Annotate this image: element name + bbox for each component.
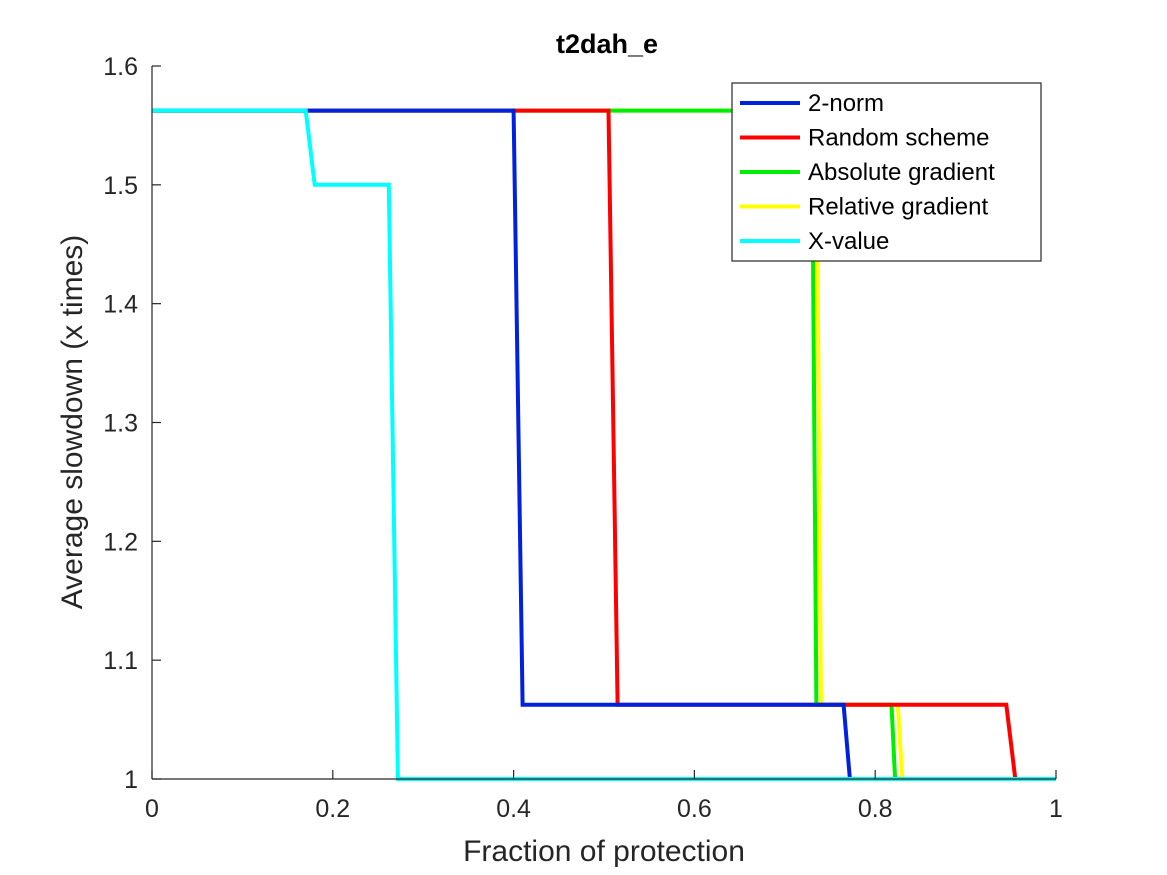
y-tick-label: 1.3 (103, 410, 138, 438)
y-tick-label: 1.6 (103, 53, 138, 81)
y-axis-label: Average slowdown (x times) (56, 235, 89, 610)
y-ticks: 1 1.1 1.2 1.3 1.4 1.5 1.6 (103, 53, 161, 794)
legend-label-relative-gradient: Relative gradient (808, 194, 988, 221)
x-axis-label: Fraction of protection (463, 835, 745, 868)
legend-label-2-norm: 2-norm (808, 90, 884, 117)
legend-entries: 2-norm Random scheme Absolute gradient Rela… (740, 90, 995, 255)
x-ticks: 0 0.2 0.4 0.6 0.8 1 (145, 770, 1063, 823)
legend-label-absolute-gradient: Absolute gradient (808, 159, 995, 186)
x-tick-label: 0.4 (496, 795, 531, 823)
legend: 2-norm Random scheme Absolute gradient Rela… (731, 82, 1042, 262)
x-tick-label: 0.2 (315, 795, 350, 823)
x-tick-label: 0.8 (858, 795, 893, 823)
y-tick-label: 1 (124, 766, 138, 794)
y-tick-label: 1.4 (103, 291, 138, 319)
y-tick-label: 1.5 (103, 172, 138, 200)
legend-label-random-scheme: Random scheme (808, 125, 989, 152)
x-tick-label: 1 (1049, 795, 1063, 823)
x-tick-label: 0.6 (677, 795, 712, 823)
y-tick-label: 1.1 (103, 647, 138, 675)
chart-title: t2dah_e (556, 29, 658, 59)
x-tick-label: 0 (145, 795, 159, 823)
y-tick-label: 1.2 (103, 528, 138, 556)
legend-label-x-value: X-value (808, 228, 889, 255)
